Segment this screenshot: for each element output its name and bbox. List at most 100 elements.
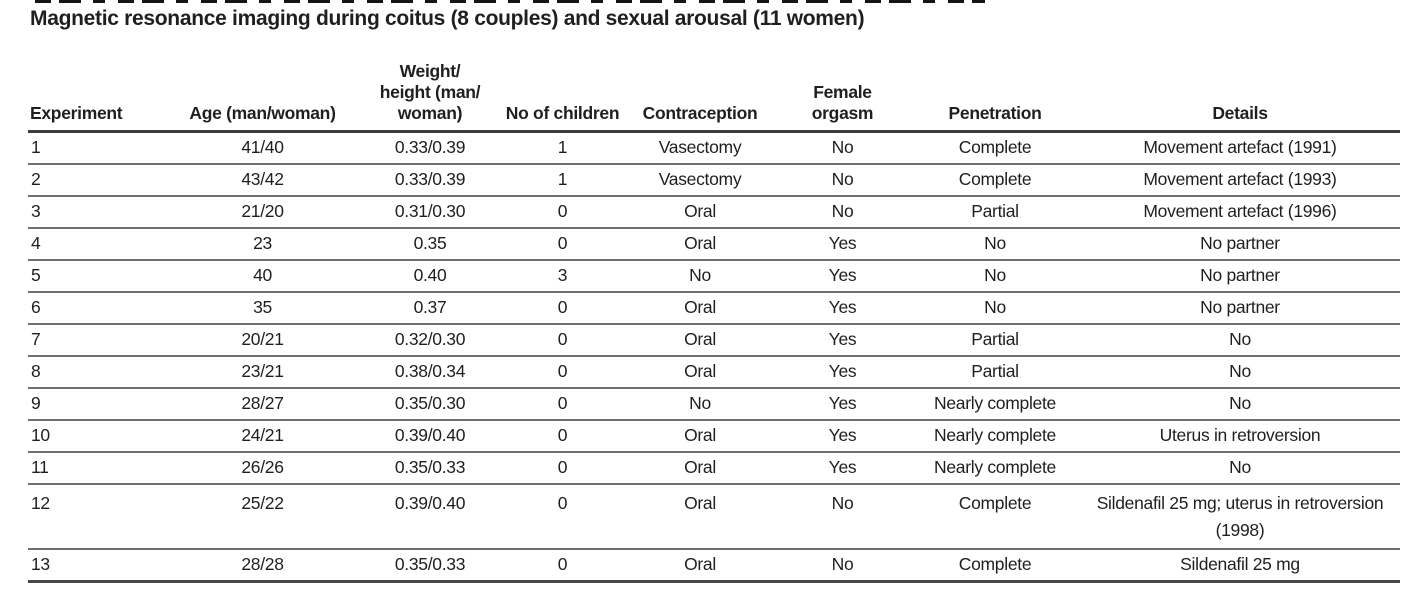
table-cell: 21/20 [165, 195, 360, 229]
table-cell: No [775, 163, 910, 197]
table-cell: 1 [500, 163, 625, 197]
table-cell: 0 [500, 548, 625, 583]
table-cell: 40 [165, 259, 360, 293]
table-cell: 1 [28, 131, 165, 165]
table-cell: 0.35 [360, 227, 500, 261]
table-cell: No [775, 131, 910, 165]
table-cell: 23/21 [165, 355, 360, 389]
table-cell: 28/28 [165, 548, 360, 583]
table-cell: Oral [625, 227, 775, 261]
table-cell: Oral [625, 355, 775, 389]
table-cell: Oral [625, 195, 775, 229]
table-cell: No [910, 291, 1080, 325]
table-row: 4 23 0.35 0 Oral Yes No No partner [28, 227, 1400, 261]
table-cell: No [1080, 323, 1400, 357]
table-cell: Oral [625, 451, 775, 485]
table-cell: 0 [500, 483, 625, 550]
column-header-experiment: Experiment [28, 44, 165, 133]
table-cell: 35 [165, 291, 360, 325]
table-cell: 41/40 [165, 131, 360, 165]
table-cell: No [1080, 451, 1400, 485]
table-row: 11 26/26 0.35/0.33 0 Oral Yes Nearly com… [28, 451, 1400, 485]
table-cell: 25/22 [165, 483, 360, 550]
table-cell: 6 [28, 291, 165, 325]
header-row: Experiment Age (man/woman) Weight/ heigh… [28, 44, 1400, 133]
table-cell: 0 [500, 451, 625, 485]
table-cell: Complete [910, 163, 1080, 197]
table-cell: 0.33/0.39 [360, 131, 500, 165]
column-header-weight-height: Weight/ height (man/ woman) [360, 44, 500, 133]
table-cell: 0.37 [360, 291, 500, 325]
table-cell: 2 [28, 163, 165, 197]
table-cell: 0 [500, 323, 625, 357]
table-cell: Partial [910, 355, 1080, 389]
table-cell: 3 [28, 195, 165, 229]
table-row: 7 20/21 0.32/0.30 0 Oral Yes Partial No [28, 323, 1400, 357]
table-cell: 0.31/0.30 [360, 195, 500, 229]
column-header-contraception: Contraception [625, 44, 775, 133]
table-cell: 5 [28, 259, 165, 293]
table-cell: 0.38/0.34 [360, 355, 500, 389]
table-title: Magnetic resonance imaging during coitus… [30, 7, 865, 30]
table-cell: No partner [1080, 291, 1400, 325]
table-cell: Yes [775, 323, 910, 357]
table-cell: 9 [28, 387, 165, 421]
table-cell: 4 [28, 227, 165, 261]
table-cell: 43/42 [165, 163, 360, 197]
table-cell: Yes [775, 291, 910, 325]
table-cell: Oral [625, 291, 775, 325]
column-header-penetration: Penetration [910, 44, 1080, 133]
table-cell: Movement artefact (1991) [1080, 131, 1400, 165]
table-cell: No [775, 483, 910, 550]
table-cell: 1 [500, 131, 625, 165]
table-cell: 24/21 [165, 419, 360, 453]
table-cell: 23 [165, 227, 360, 261]
table-cell: 0.40 [360, 259, 500, 293]
table-cell: Complete [910, 548, 1080, 583]
table-cell: Movement artefact (1996) [1080, 195, 1400, 229]
table-cell: Oral [625, 323, 775, 357]
table-cell: 0 [500, 355, 625, 389]
table-cell: 26/26 [165, 451, 360, 485]
column-header-details: Details [1080, 44, 1400, 133]
table-cell: No [910, 227, 1080, 261]
table-cell: 0 [500, 419, 625, 453]
table-row: 2 43/42 0.33/0.39 1 Vasectomy No Complet… [28, 163, 1400, 197]
table-cell: Movement artefact (1993) [1080, 163, 1400, 197]
table-cell: 7 [28, 323, 165, 357]
table-row: 9 28/27 0.35/0.30 0 No Yes Nearly comple… [28, 387, 1400, 421]
table-cell: No partner [1080, 259, 1400, 293]
cropped-text-artifact [35, 0, 985, 3]
table-cell: Vasectomy [625, 131, 775, 165]
table-cell: Yes [775, 387, 910, 421]
table-cell: No [625, 259, 775, 293]
table-cell: 12 [28, 483, 165, 550]
table-cell: 0.35/0.33 [360, 451, 500, 485]
table-cell: Uterus in retroversion [1080, 419, 1400, 453]
table-cell: Yes [775, 227, 910, 261]
table-row: 10 24/21 0.39/0.40 0 Oral Yes Nearly com… [28, 419, 1400, 453]
table-cell: 0.39/0.40 [360, 419, 500, 453]
table-cell: 0.35/0.33 [360, 548, 500, 583]
table-cell: No [625, 387, 775, 421]
table-cell: Nearly complete [910, 451, 1080, 485]
table-cell: Yes [775, 419, 910, 453]
table-cell: Sildenafil 25 mg; uterus in retroversion… [1080, 483, 1400, 550]
table-row: 12 25/22 0.39/0.40 0 Oral No Complete Si… [28, 483, 1400, 550]
table-cell: 0.39/0.40 [360, 483, 500, 550]
table-cell: Partial [910, 323, 1080, 357]
table-cell: 0.33/0.39 [360, 163, 500, 197]
table-cell: 0 [500, 387, 625, 421]
table-cell: Nearly complete [910, 419, 1080, 453]
column-header-age: Age (man/woman) [165, 44, 360, 133]
table-cell: No [1080, 355, 1400, 389]
table-cell: Yes [775, 451, 910, 485]
table-cell: 0 [500, 291, 625, 325]
table-row: 13 28/28 0.35/0.33 0 Oral No Complete Si… [28, 548, 1400, 583]
table-cell: 0.35/0.30 [360, 387, 500, 421]
table-cell: No [775, 548, 910, 583]
table-row: 5 40 0.40 3 No Yes No No partner [28, 259, 1400, 293]
table-cell: Vasectomy [625, 163, 775, 197]
table-cell: Sildenafil 25 mg [1080, 548, 1400, 583]
table-cell: Complete [910, 131, 1080, 165]
